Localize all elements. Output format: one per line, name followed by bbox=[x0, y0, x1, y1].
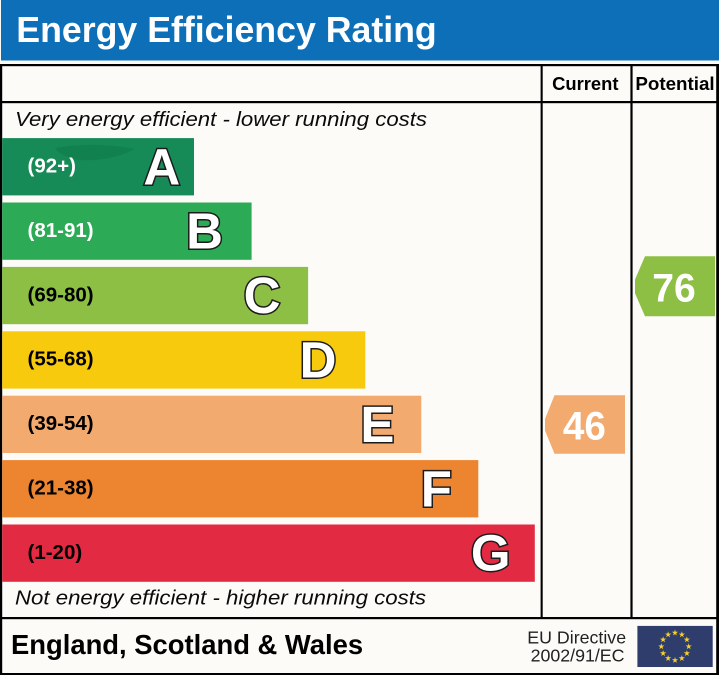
svg-text:E: E bbox=[360, 396, 394, 453]
svg-text:(69-80): (69-80) bbox=[28, 284, 94, 307]
svg-text:Very energy efficient - lower: Very energy efficient - lower running co… bbox=[15, 109, 427, 131]
svg-text:76: 76 bbox=[652, 266, 696, 310]
svg-text:England, Scotland & Wales: England, Scotland & Wales bbox=[11, 629, 363, 660]
svg-text:(1-20): (1-20) bbox=[28, 541, 83, 564]
svg-text:(39-54): (39-54) bbox=[28, 412, 94, 435]
svg-text:C: C bbox=[244, 267, 281, 324]
svg-text:(92+): (92+) bbox=[28, 154, 76, 177]
svg-text:2002/91/EC: 2002/91/EC bbox=[531, 645, 625, 665]
svg-text:EU Directive: EU Directive bbox=[527, 627, 626, 647]
svg-text:(81-91): (81-91) bbox=[28, 219, 94, 242]
svg-text:Energy Efficiency Rating: Energy Efficiency Rating bbox=[16, 10, 436, 50]
svg-text:(21-38): (21-38) bbox=[28, 476, 94, 499]
svg-text:F: F bbox=[421, 460, 452, 517]
svg-text:46: 46 bbox=[563, 404, 606, 448]
svg-text:Potential: Potential bbox=[635, 73, 714, 94]
svg-text:G: G bbox=[471, 525, 511, 582]
svg-text:Not energy efficient - higher: Not energy efficient - higher running co… bbox=[15, 588, 426, 610]
svg-text:(55-68): (55-68) bbox=[28, 348, 94, 371]
svg-text:A: A bbox=[143, 138, 180, 195]
svg-text:Current: Current bbox=[552, 73, 618, 94]
svg-text:B: B bbox=[186, 203, 223, 260]
svg-text:D: D bbox=[300, 332, 337, 389]
